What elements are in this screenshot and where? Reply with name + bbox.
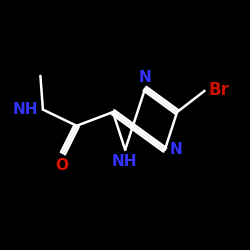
Text: Br: Br xyxy=(208,80,229,98)
Text: N: N xyxy=(138,70,151,85)
Text: NH: NH xyxy=(12,102,38,117)
Text: O: O xyxy=(55,158,68,173)
Text: NH: NH xyxy=(111,154,137,168)
Text: N: N xyxy=(169,142,182,157)
